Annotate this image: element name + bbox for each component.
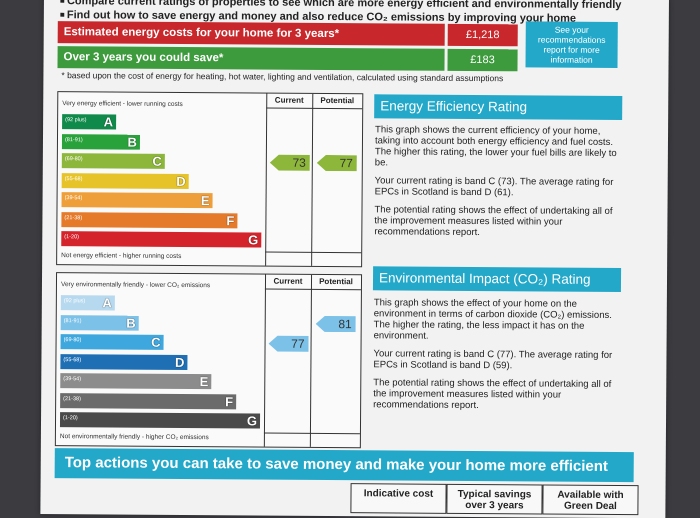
- indicative-cost-header: Indicative cost: [350, 483, 447, 514]
- current-header: Current: [274, 95, 304, 105]
- chart-top-label: Very environmentally friendly - lower CO…: [60, 281, 211, 290]
- chart-divider: [311, 93, 314, 266]
- chart-divider: [265, 93, 268, 266]
- chart-header-line: [264, 288, 361, 291]
- chart-divider: [309, 274, 313, 447]
- band-range: (69-80): [63, 337, 82, 344]
- band-range: (92 plus): [63, 298, 86, 305]
- band-range: (69-80): [64, 156, 83, 163]
- band-range: (1-20): [64, 234, 79, 241]
- band-letter: G: [248, 232, 259, 248]
- cost-footnote: * based upon the cost of energy for heat…: [61, 70, 504, 84]
- potential-rating-arrow-value: 77: [339, 155, 353, 170]
- rating-bands: (92 plus) A (81-91) B (69-80) C (55-68) D (39-54…: [58, 92, 362, 248]
- band-letter: B: [126, 315, 136, 331]
- energy-efficiency-chart: Current Potential Very energy efficient …: [56, 91, 364, 268]
- current-rating-arrow: 77: [268, 335, 309, 352]
- env-text-p1: This graph shows the effect of your home…: [373, 297, 612, 342]
- estimated-costs-row: Estimated energy costs for your home for…: [57, 21, 518, 47]
- band-range: (21-38): [63, 395, 81, 402]
- chart-divider: [263, 274, 267, 447]
- top-actions-title: Top actions you can take to save money a…: [54, 448, 634, 483]
- band-letter: C: [152, 153, 162, 169]
- current-rating-arrow-value: 77: [291, 336, 305, 351]
- environmental-impact-chart: Current Potential Very environmentally f…: [54, 272, 363, 449]
- band-letter: F: [225, 393, 234, 409]
- environmental-rating-title: Environmental Impact (CO₂) Rating: [372, 266, 622, 293]
- band-letter: G: [246, 413, 258, 429]
- estimated-costs-label: Estimated energy costs for your home for…: [57, 21, 445, 46]
- rating-band-b: (81-91) B: [60, 314, 139, 331]
- rating-band-a: (92 plus) A: [62, 114, 117, 130]
- band-range: (21-38): [64, 214, 83, 221]
- band-range: (81-91): [64, 136, 83, 143]
- band-letter: C: [151, 334, 161, 350]
- band-letter: D: [176, 173, 186, 189]
- band-letter: A: [102, 295, 112, 311]
- rating-band-d: (55-68) D: [60, 353, 188, 370]
- rating-band-e: (39-54) E: [61, 192, 213, 209]
- band-letter: B: [127, 134, 138, 150]
- potential-header: Potential: [320, 95, 355, 106]
- band-range: (39-54): [63, 376, 82, 383]
- estimated-costs-value: £1,218: [447, 23, 518, 47]
- savings-label: Over 3 years you could save*: [57, 46, 445, 71]
- band-range: (81-91): [63, 317, 82, 324]
- savings-row: Over 3 years you could save* £183: [57, 46, 518, 72]
- chart-footer-line: [263, 432, 360, 435]
- rating-band-g: (1-20) G: [59, 412, 261, 429]
- savings-value: £183: [447, 48, 518, 72]
- band-range: (55-68): [63, 356, 82, 363]
- band-range: (92 plus): [65, 117, 87, 124]
- current-rating-arrow-value: 73: [292, 155, 306, 170]
- rating-band-d: (55-68) D: [61, 172, 189, 189]
- band-letter: E: [199, 374, 209, 390]
- rating-band-b: (81-91) B: [61, 133, 141, 150]
- chart-top-label: Very energy efficient - lower running co…: [62, 100, 183, 108]
- band-range: (39-54): [64, 195, 83, 202]
- rating-band-c: (69-80) C: [61, 153, 165, 169]
- potential-rating-arrow: 77: [316, 154, 357, 171]
- rating-band-a: (92 plus) A: [60, 295, 115, 311]
- chart-footer-line: [265, 251, 362, 254]
- energy-text-p2: Your current rating is band C (73). The …: [374, 175, 614, 199]
- energy-text-p1: This graph shows the current efficiency …: [374, 124, 617, 169]
- band-letter: E: [200, 193, 210, 209]
- band-range: (55-68): [64, 175, 83, 182]
- potential-header: Potential: [319, 276, 353, 287]
- band-letter: A: [103, 114, 114, 130]
- recommendations-note: See your recommendations report for more…: [525, 21, 618, 69]
- environmental-rating-text: This graph shows the effect of your home…: [373, 297, 622, 419]
- energy-text-p3: The potential rating shows the effect of…: [374, 204, 613, 239]
- chart-header-line: [266, 107, 363, 110]
- current-rating-arrow: 73: [269, 154, 310, 171]
- rating-bands: (92 plus) A (81-91) B (69-80) C (55-68) D (39-54…: [57, 273, 361, 429]
- rating-band-e: (39-54) E: [60, 373, 212, 390]
- energy-rating-text: This graph shows the current efficiency …: [374, 124, 623, 246]
- rating-band-f: (21-38) F: [61, 211, 238, 228]
- energy-rating-title: Energy Efficiency Rating: [374, 94, 623, 121]
- epc-document: Compare current ratings of properties to…: [40, 0, 669, 518]
- chart-bottom-label: Not environmentally friendly - higher CO…: [59, 433, 209, 442]
- typical-savings-header: Typical savings over 3 years: [446, 483, 543, 515]
- band-letter: D: [174, 354, 185, 370]
- chart-bottom-label: Not energy efficient - higher running co…: [61, 252, 182, 260]
- band-letter: F: [226, 212, 235, 228]
- rating-band-g: (1-20) G: [61, 231, 262, 248]
- rating-band-f: (21-38) F: [60, 392, 237, 409]
- env-text-p3: The potential rating shows the effect of…: [373, 377, 612, 412]
- band-range: (1-20): [63, 415, 78, 422]
- env-text-p2: Your current rating is band C (77). The …: [373, 348, 613, 372]
- current-header: Current: [273, 276, 303, 286]
- potential-rating-arrow-value: 81: [338, 317, 352, 332]
- rating-band-c: (69-80) C: [60, 334, 164, 350]
- potential-rating-arrow: 81: [315, 315, 356, 333]
